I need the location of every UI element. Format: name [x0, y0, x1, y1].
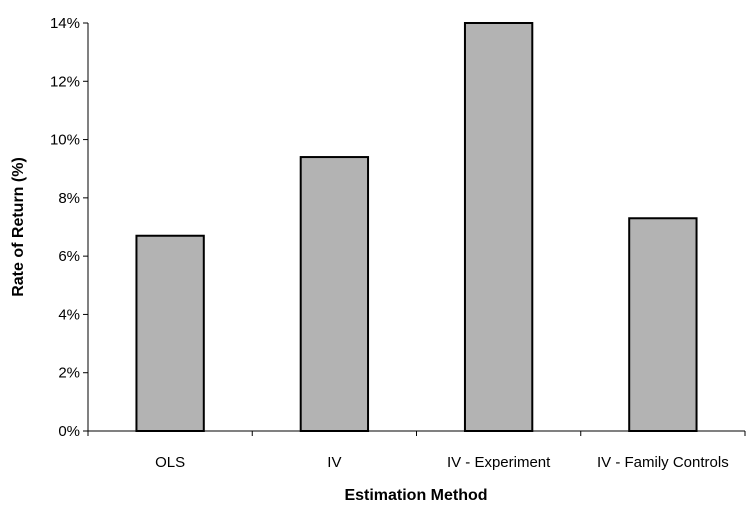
- y-tick-label: 4%: [58, 306, 80, 323]
- y-tick-label: 6%: [58, 248, 80, 265]
- y-ticks: 0% 2% 4% 6% 8% 10% 12% 14%: [50, 15, 88, 440]
- plot-area: 0% 2% 4% 6% 8% 10% 12% 14% OLS IV IV - Experiment…: [50, 15, 746, 471]
- y-tick-label: 2%: [58, 365, 80, 382]
- x-axis-title: Estimation Method: [344, 487, 487, 504]
- x-tick-label: IV - Family Controls: [597, 454, 729, 471]
- y-axis-title: Rate of Return (%): [10, 157, 27, 297]
- x-tick-label: IV - Experiment: [447, 454, 551, 471]
- y-tick-label: 14%: [50, 15, 80, 32]
- bar: [135, 234, 205, 432]
- bar: [628, 217, 698, 432]
- y-tick-label: 12%: [50, 73, 80, 90]
- y-tick-label: 8%: [58, 190, 80, 207]
- bar: [299, 156, 370, 433]
- y-tick-label: 10%: [50, 132, 80, 149]
- x-ticks: OLS IV IV - Experiment IV - Family Controls: [87, 431, 746, 471]
- x-tick-label: OLS: [155, 454, 185, 471]
- bar: [463, 22, 534, 432]
- y-tick-label: 0%: [58, 423, 80, 440]
- x-tick-label: IV: [327, 454, 341, 471]
- bars: [135, 22, 698, 433]
